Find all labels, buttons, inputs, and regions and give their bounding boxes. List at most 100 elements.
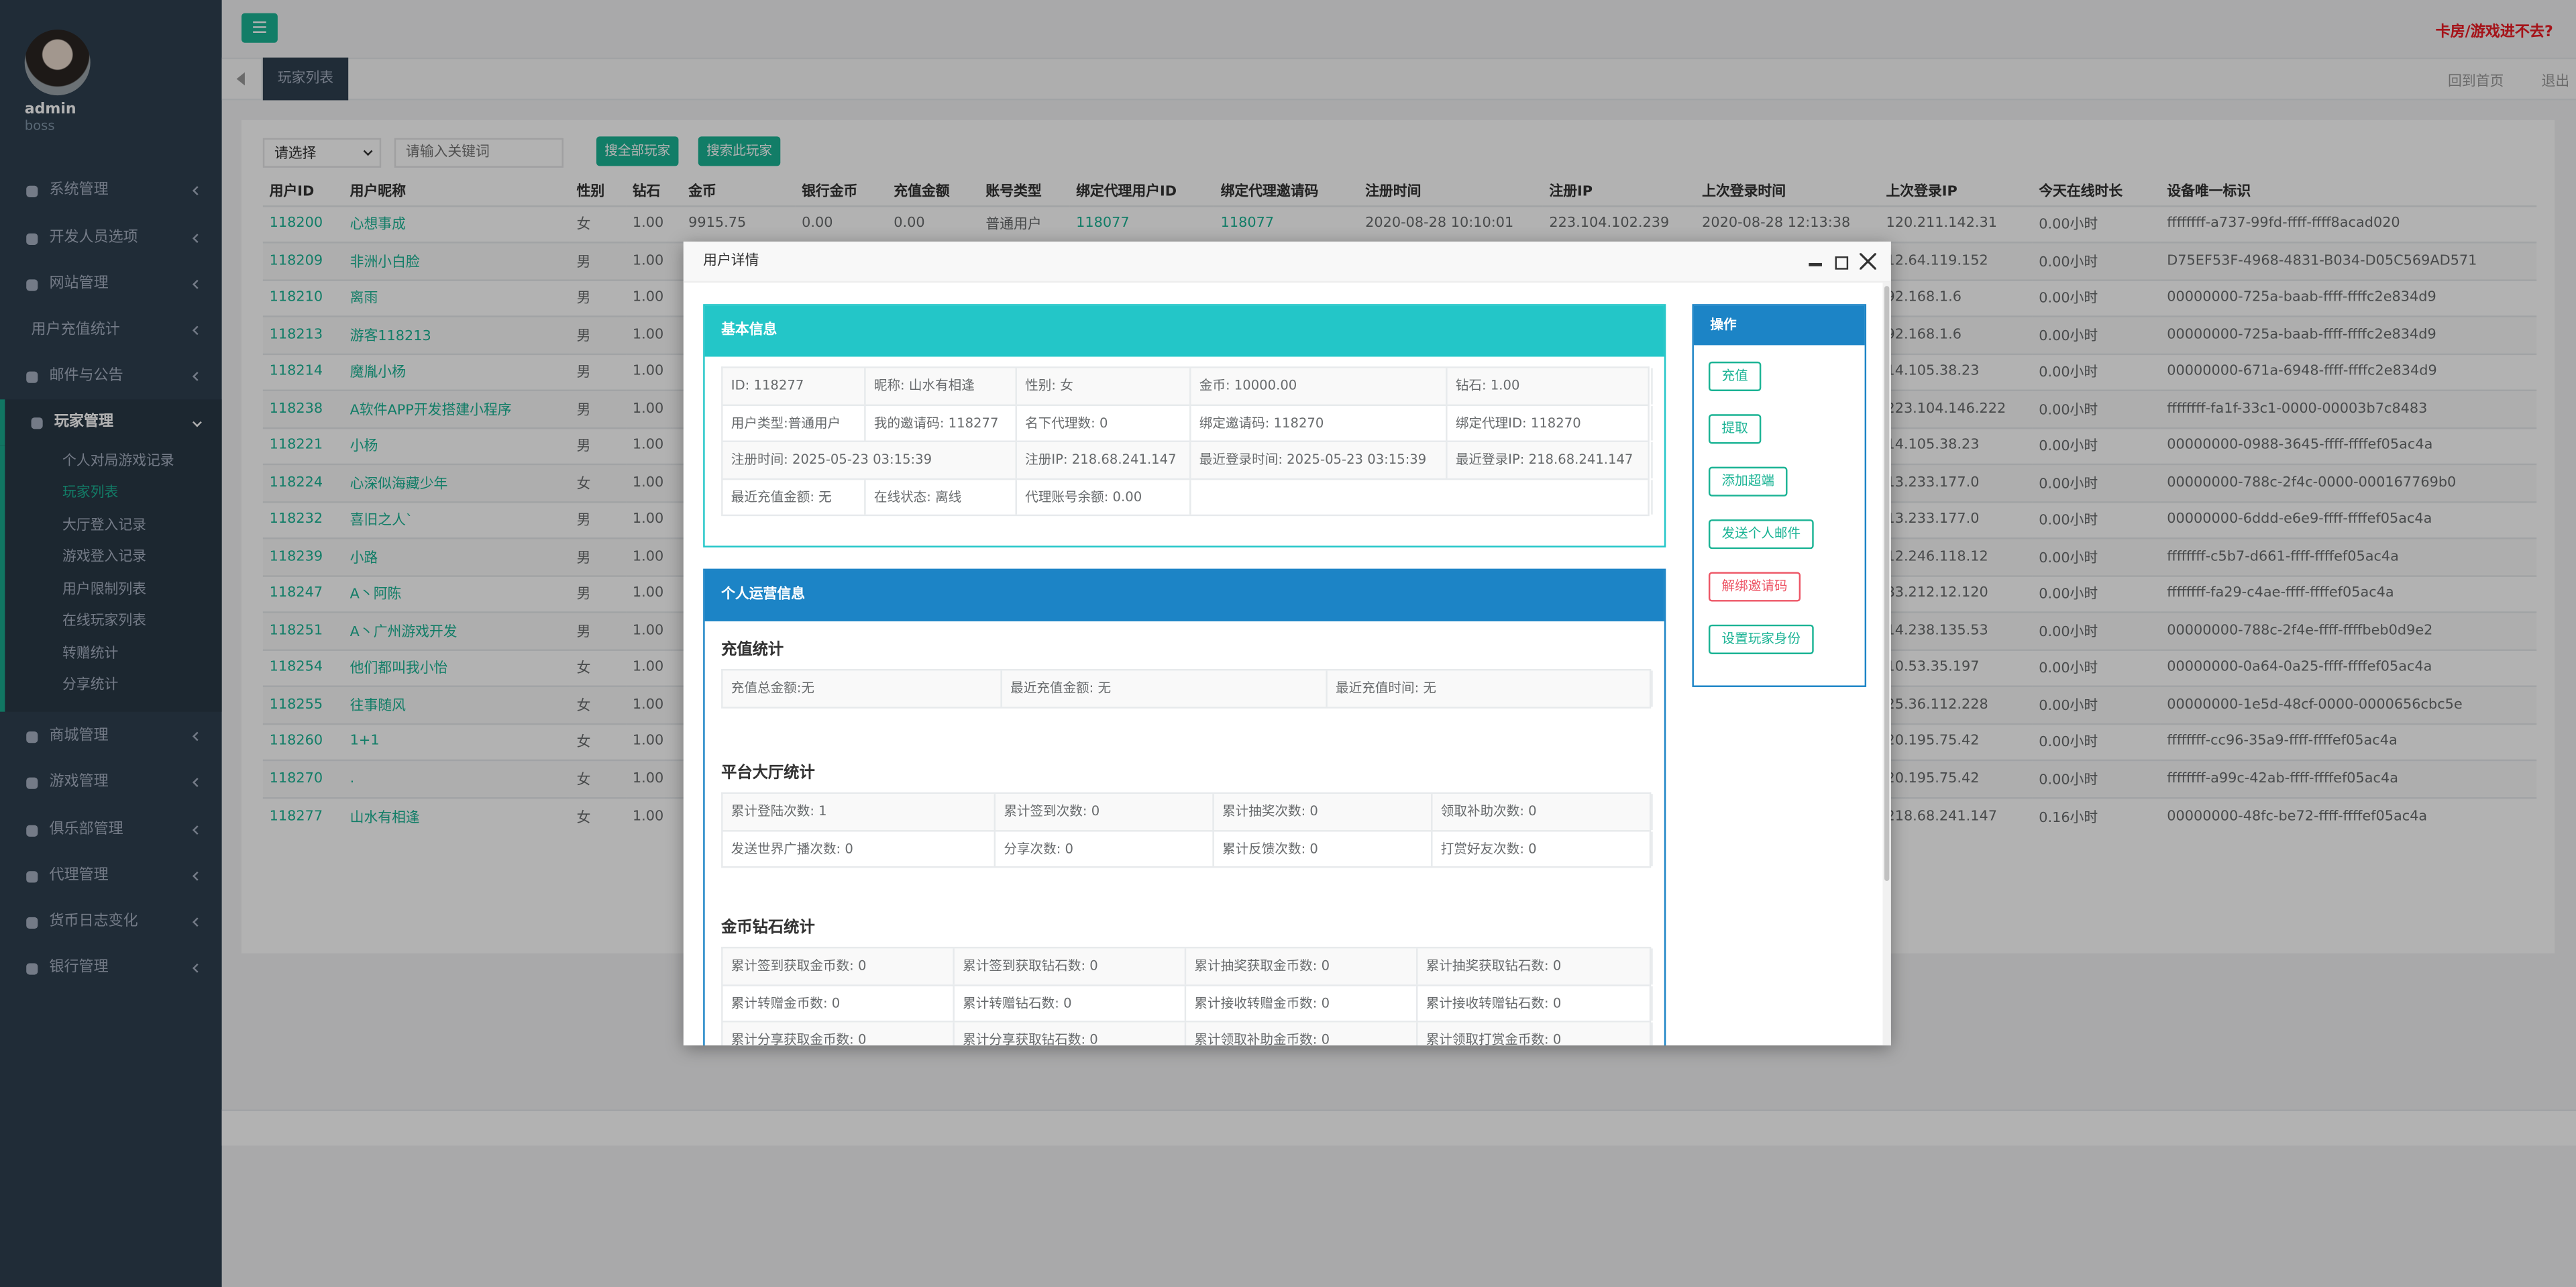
table-cell: 118251	[262, 611, 343, 650]
select[interactable]: 请选择	[262, 138, 382, 168]
table-cell: 120.211.142.31	[1879, 205, 2033, 243]
table-cell: 男	[570, 389, 627, 427]
menu-item[interactable]: 玩家管理	[0, 399, 222, 446]
submenu-item[interactable]: 转赠统计	[62, 646, 119, 663]
table-cell: 0.00小时	[2032, 242, 2161, 280]
menu-item[interactable]: 代理管理	[0, 853, 222, 899]
menu-toggle[interactable]	[241, 13, 278, 43]
table-cell: 00000000-0988-3645-ffff-ffffef05ac4a	[2160, 426, 2537, 465]
menu-label: 货币日志变化	[49, 913, 138, 931]
logout-link[interactable]: 退出	[2541, 74, 2570, 91]
menu-icon	[26, 185, 38, 197]
menu-item[interactable]: 邮件与公告	[0, 354, 222, 400]
info-cell: 代理账号余额: 0.00	[1017, 479, 1191, 515]
table-cell: ffffffff-cc96-35a9-ffff-ffffef05ac4a	[2160, 722, 2537, 760]
table-cell: 女	[570, 648, 627, 686]
action-button[interactable]: 充值	[1708, 361, 1762, 392]
table-cell: 118255	[262, 685, 343, 723]
section-title: 平台大厅统计	[721, 764, 815, 783]
info-cell-empty	[1191, 479, 1653, 515]
menu-item[interactable]: 开发人员选项	[0, 215, 222, 262]
table-cell: 0.00小时	[2032, 648, 2161, 686]
submenu-item[interactable]: 在线玩家列表	[62, 613, 146, 630]
table-cell: 223.104.102.239	[1542, 205, 1696, 243]
tab[interactable]: 玩家列表	[262, 57, 349, 101]
maximize-button[interactable]	[1835, 256, 1849, 270]
hamburger-line	[253, 21, 266, 24]
table-cell: 118214	[262, 352, 343, 391]
info-cell: 分享次数: 0	[996, 831, 1214, 866]
search-input[interactable]	[394, 138, 564, 168]
grid-row: 累计签到获取金币数: 0 累计签到获取钻石数: 0 累计抽奖获取金币数: 0 累计抽奖…	[722, 948, 1653, 986]
menu-label: 游戏管理	[49, 774, 109, 791]
action-button[interactable]: 提取	[1708, 414, 1762, 444]
menu-icon	[26, 777, 38, 789]
info-cell: 绑定邀请码: 118270	[1191, 405, 1448, 441]
menu-item[interactable]: 俱乐部管理	[0, 807, 222, 854]
table-cell: 普通用户	[979, 205, 1070, 243]
info-cell: 绑定代理ID: 118270	[1448, 405, 1653, 441]
menu-item[interactable]: 游戏管理	[0, 760, 222, 806]
info-cell: 注册时间: 2025-05-23 03:15:39	[723, 442, 1017, 478]
table-row[interactable]: 118200 心想事成女 1.00 9915.75 0.00 0.00 普通用户 118077…	[262, 205, 2537, 243]
close-button[interactable]	[1860, 253, 1876, 270]
column-header: 上次登录IP	[1879, 176, 2033, 207]
info-cell: 钻石: 1.00	[1448, 368, 1653, 404]
submenu-item[interactable]: 分享统计	[62, 677, 119, 694]
table-cell: 00000000-671a-6948-ffff-ffffc2e834d9	[2160, 352, 2537, 391]
info-cell: 累计接收转赠钻石数: 0	[1417, 985, 1653, 1021]
menu-item[interactable]: 商城管理	[0, 713, 222, 760]
submenu-item[interactable]: 个人对局游戏记录	[62, 454, 174, 470]
info-cell: 用户类型:普通用户	[723, 405, 866, 441]
search-button[interactable]: 搜索此玩家	[698, 136, 781, 166]
action-button[interactable]: 设置玩家身份	[1708, 624, 1814, 654]
menu-item[interactable]: 网站管理	[0, 261, 222, 307]
column-header: 绑定代理邀请码	[1214, 176, 1359, 207]
username: admin	[24, 101, 76, 119]
home-link[interactable]: 回到首页	[2448, 74, 2504, 91]
header-row: 用户ID 用户昵称 性别 钻石 金币 银行金币 充值金额 账号类型 绑定代理用户ID 绑定代理邀请…	[262, 176, 2537, 207]
action-button[interactable]: 发送个人邮件	[1708, 519, 1814, 550]
info-cell: 累计反馈次数: 0	[1214, 831, 1433, 866]
actions-panel: 操作 充值 提取 添加超端 发送个人邮件 解绑邀请码 设置玩家身份	[1692, 304, 1867, 687]
table-cell: 118077	[1069, 205, 1214, 243]
table-cell: 118077	[1214, 205, 1359, 243]
table-cell: 12.246.118.12	[1879, 537, 2033, 576]
table-cell: 男	[570, 426, 627, 465]
minimize-button[interactable]	[1809, 262, 1822, 266]
search-button[interactable]: 搜全部玩家	[596, 136, 679, 166]
stats-section: 平台大厅统计 累计登陆次数: 1 累计签到次数: 0 累计抽奖次数: 0 领取补助次数:…	[721, 756, 1653, 868]
menu-item[interactable]: 货币日志变化	[0, 899, 222, 945]
operations-panel: 个人运营信息 充值统计 充值总金额:无 最近充值金额: 无最近充值时间: 无平台大厅统…	[703, 568, 1666, 1045]
table-cell: 离雨	[343, 278, 570, 317]
menu-label: 银行管理	[49, 960, 109, 977]
table-cell: 0.00小时	[2032, 722, 2161, 760]
menu-item[interactable]: 系统管理	[0, 168, 222, 214]
column-header: 今天在线时长	[2032, 176, 2161, 207]
grid-row: 注册时间: 2025-05-23 03:15:39 注册IP: 218.68.24…	[722, 442, 1653, 480]
action-button[interactable]: 解绑邀请码	[1708, 572, 1801, 602]
submenu-item[interactable]: 大厅登入记录	[62, 517, 146, 535]
menu-label: 系统管理	[49, 182, 109, 199]
table-cell: 92.168.1.6	[1879, 278, 2033, 317]
table-cell: 0.00小时	[2032, 315, 2161, 354]
info-cell: 累计接收转赠金币数: 0	[1186, 985, 1418, 1021]
info-cell: 累计登陆次数: 1	[723, 794, 996, 829]
table-cell: 男	[570, 315, 627, 354]
table-cell: ffffffff-c5b7-d661-ffff-ffffef05ac4a	[2160, 537, 2537, 576]
submenu-item[interactable]: 玩家列表	[62, 484, 119, 502]
tab-back[interactable]	[222, 57, 263, 101]
action-button[interactable]: 添加超端	[1708, 466, 1788, 497]
table-cell: 20.195.75.42	[1879, 759, 2033, 798]
submenu-item[interactable]: 用户限制列表	[62, 582, 146, 599]
table-cell: ffffffff-a99c-42ab-ffff-ffffef05ac4a	[2160, 759, 2537, 798]
table-cell: 0.00小时	[2032, 685, 2161, 723]
notice[interactable]: 卡房/游戏进不去?	[2435, 24, 2553, 42]
table-cell: 00000000-6ddd-e6e9-ffff-ffffef05ac4a	[2160, 500, 2537, 539]
menu-item[interactable]: 用户充值统计	[0, 307, 222, 354]
menu-item[interactable]: 银行管理	[0, 945, 222, 992]
menu-label: 开发人员选项	[49, 229, 138, 247]
submenu-item[interactable]: 游戏登入记录	[62, 549, 146, 566]
table-cell: 女	[570, 685, 627, 723]
table-cell: 0.00小时	[2032, 537, 2161, 576]
